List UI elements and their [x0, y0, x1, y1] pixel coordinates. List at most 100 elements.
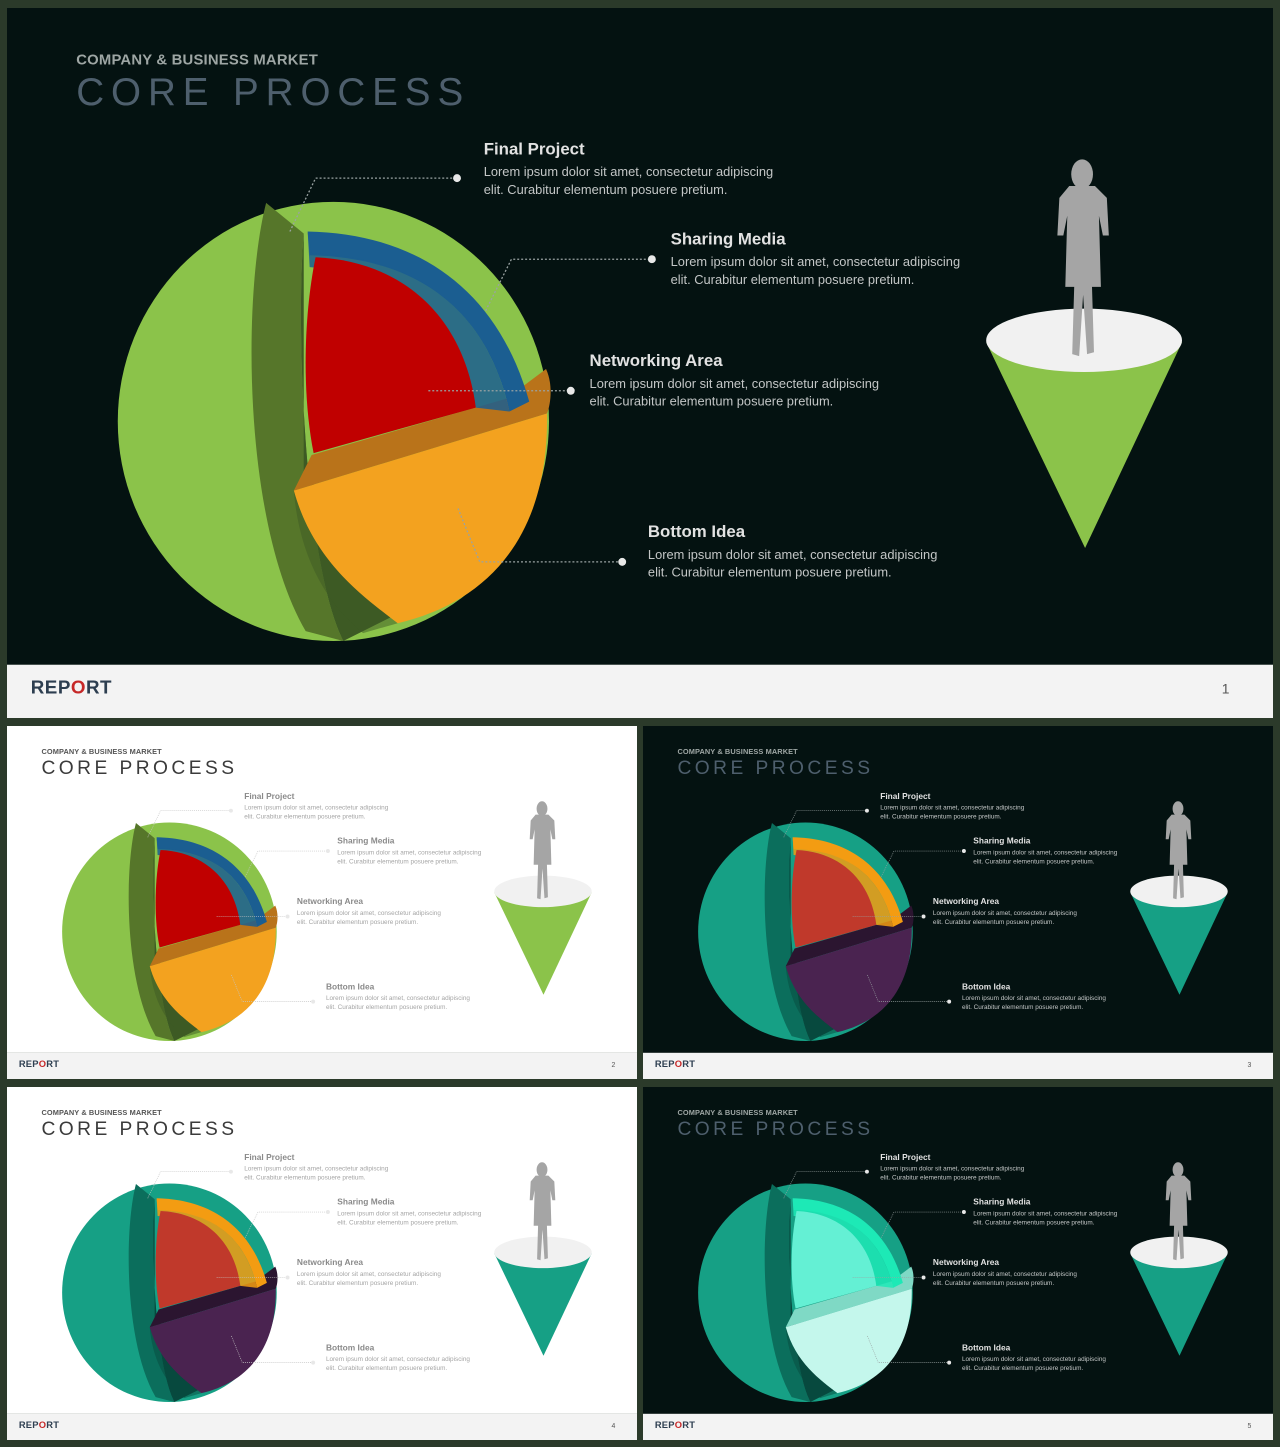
- page-number: 4: [611, 1421, 616, 1430]
- label-networking-area: Networking Area Lorem ipsum dolor sit am…: [933, 1258, 1081, 1287]
- layered-sphere: [62, 1183, 278, 1402]
- cone-with-figure: [1130, 1162, 1228, 1356]
- label-sharing-media: Sharing Media Lorem ipsum dolor sit amet…: [337, 836, 485, 865]
- slide-3[interactable]: COMPANY & BUSINESS MARKET CORE PROCESS F…: [643, 726, 1273, 1079]
- label-body: Lorem ipsum dolor sit amet, consectetur …: [670, 254, 961, 287]
- upper-cap-layer: [156, 1198, 267, 1288]
- lower-hemisphere-top: [149, 1266, 278, 1328]
- upper-cap-outer: [307, 231, 510, 412]
- brand-logo: REPORT: [18, 1059, 60, 1070]
- label-heading: Networking Area: [932, 896, 1000, 907]
- label-heading: Networking Area: [932, 1257, 1000, 1268]
- label-sharing-media: Sharing Media Lorem ipsum dolor sit amet…: [671, 230, 968, 288]
- slide-2[interactable]: COMPANY & BUSINESS MARKET CORE PROCESS F…: [7, 726, 637, 1079]
- upper-cap-outer: [792, 837, 894, 927]
- label-final-project: Final Project Lorem ipsum dolor sit amet…: [880, 791, 1028, 820]
- slide-footer: [7, 1052, 637, 1079]
- slide-footer: [7, 664, 1273, 718]
- label-final-project: Final Project Lorem ipsum dolor sit amet…: [880, 1152, 1028, 1181]
- label-body: Lorem ipsum dolor sit amet, consectetur …: [244, 1164, 389, 1181]
- label-body: Lorem ipsum dolor sit amet, consectetur …: [337, 848, 482, 865]
- slide-title: CORE PROCESS: [41, 757, 238, 779]
- lower-hemisphere-shadow: [785, 1327, 838, 1399]
- lower-hemisphere-top: [293, 369, 551, 491]
- sphere-shell-rim: [764, 822, 811, 1041]
- label-networking-area: Networking Area Lorem ipsum dolor sit am…: [933, 897, 1081, 926]
- label-body: Lorem ipsum dolor sit amet, consectetur …: [337, 1209, 482, 1226]
- label-heading: Sharing Media: [337, 1197, 395, 1207]
- label-body: Lorem ipsum dolor sit amet, consectetur …: [973, 1209, 1118, 1226]
- label-body: Lorem ipsum dolor sit amet, consectetur …: [973, 848, 1118, 865]
- lower-hemisphere: [293, 413, 548, 624]
- label-body: Lorem ipsum dolor sit amet, consectetur …: [296, 1270, 441, 1287]
- page-number: 1: [1221, 680, 1230, 697]
- leader-lines: [783, 808, 966, 1004]
- label-heading: Final Project: [880, 791, 931, 801]
- upper-cap-layer: [307, 231, 530, 412]
- slide-1[interactable]: COMPANY & BUSINESS MARKET CORE PROCESS F…: [7, 8, 1273, 718]
- lower-hemisphere: [785, 927, 912, 1033]
- slide-4[interactable]: COMPANY & BUSINESS MARKET CORE PROCESS F…: [7, 1087, 637, 1440]
- upper-cap-outer: [156, 837, 258, 927]
- label-bottom-idea: Bottom Idea Lorem ipsum dolor sit amet, …: [962, 1343, 1110, 1372]
- core-layer: [155, 850, 241, 948]
- label-sharing-media: Sharing Media Lorem ipsum dolor sit amet…: [337, 1197, 485, 1226]
- cone: [494, 892, 592, 995]
- brand-logo: REPORT: [30, 677, 113, 699]
- slide-subtitle: COMPANY & BUSINESS MARKET: [76, 51, 319, 69]
- label-networking-area: Networking Area Lorem ipsum dolor sit am…: [297, 897, 445, 926]
- leader-lines: [147, 808, 330, 1004]
- label-heading: Final Project: [244, 791, 295, 801]
- core-process-illustration: [698, 801, 1228, 1041]
- cone-top-platform: [494, 875, 592, 908]
- upper-cap-layer: [792, 1198, 903, 1288]
- label-sharing-media: Sharing Media Lorem ipsum dolor sit amet…: [973, 1197, 1121, 1226]
- slide-title: CORE PROCESS: [76, 71, 471, 114]
- label-networking-area: Networking Area Lorem ipsum dolor sit am…: [297, 1258, 445, 1287]
- layered-sphere: [117, 201, 551, 642]
- lower-hemisphere: [149, 1288, 276, 1394]
- upper-cap-layer: [792, 837, 903, 927]
- label-body: Lorem ipsum dolor sit amet, consectetur …: [932, 909, 1077, 926]
- label-heading: Bottom Idea: [647, 522, 746, 542]
- businesswoman-silhouette-icon: [529, 1162, 556, 1261]
- cone: [494, 1253, 592, 1356]
- label-bottom-idea: Bottom Idea Lorem ipsum dolor sit amet, …: [962, 982, 1110, 1011]
- businesswoman-silhouette-icon: [1057, 159, 1109, 357]
- lower-hemisphere-shadow: [785, 966, 838, 1038]
- label-body: Lorem ipsum dolor sit amet, consectetur …: [880, 803, 1025, 820]
- label-heading: Sharing Media: [337, 836, 395, 846]
- sphere-shell-rim: [128, 1183, 175, 1402]
- label-heading: Bottom Idea: [325, 1342, 375, 1353]
- label-final-project: Final Project Lorem ipsum dolor sit amet…: [244, 791, 392, 820]
- label-body: Lorem ipsum dolor sit amet, consectetur …: [647, 547, 938, 580]
- cone-with-figure: [494, 801, 592, 995]
- slide-subtitle: COMPANY & BUSINESS MARKET: [677, 1108, 798, 1118]
- layered-sphere: [698, 1183, 914, 1402]
- slide-5[interactable]: COMPANY & BUSINESS MARKET CORE PROCESS F…: [643, 1087, 1273, 1440]
- cone-top-platform: [986, 308, 1183, 372]
- core-layer: [305, 257, 476, 454]
- cone-top-platform: [1130, 875, 1228, 908]
- sphere-shell-rim: [764, 1183, 811, 1402]
- slide-footer: [643, 1052, 1273, 1079]
- lower-hemisphere-top: [785, 905, 914, 967]
- layered-sphere: [62, 822, 278, 1041]
- lower-hemisphere-shadow: [149, 966, 202, 1038]
- label-heading: Bottom Idea: [961, 1342, 1011, 1353]
- lower-hemisphere: [149, 927, 276, 1033]
- cone: [1130, 892, 1228, 995]
- slide-subtitle: COMPANY & BUSINESS MARKET: [41, 747, 162, 757]
- core-layer: [155, 1211, 241, 1309]
- label-heading: Sharing Media: [973, 836, 1031, 846]
- page-number: 2: [611, 1060, 616, 1069]
- core-process-illustration: [117, 159, 1183, 642]
- label-heading: Final Project: [880, 1152, 931, 1162]
- layered-sphere: [698, 822, 914, 1041]
- businesswoman-silhouette-icon: [1165, 801, 1192, 900]
- label-heading: Final Project: [483, 139, 585, 159]
- cone: [1130, 1253, 1228, 1356]
- slide-footer: [643, 1413, 1273, 1440]
- slide-subtitle: COMPANY & BUSINESS MARKET: [677, 747, 798, 757]
- label-heading: Networking Area: [589, 351, 723, 370]
